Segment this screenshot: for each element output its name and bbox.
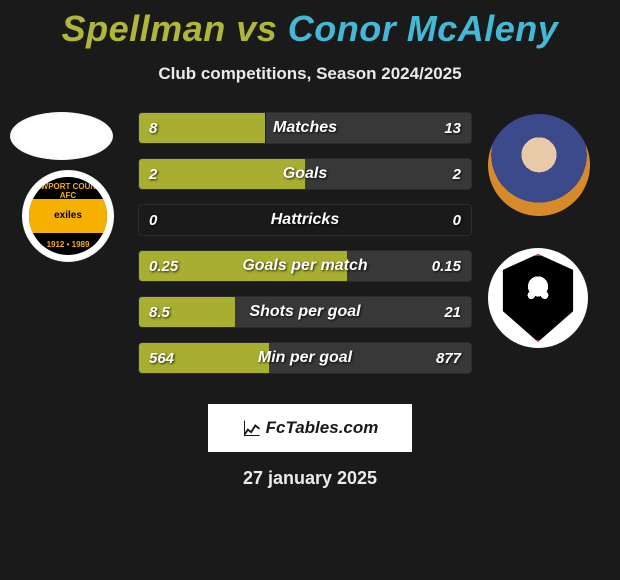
club1-band-text: exiles [29,199,107,233]
stat-value-left: 8 [149,113,157,143]
stat-value-left: 0 [149,205,157,235]
comparison-title: Spellman vs Conor McAleny [0,0,620,50]
club1-top-text: NEWPORT COUNTY AFC [29,182,107,200]
player2-club-badge [488,248,588,348]
player1-name: Spellman [62,8,226,49]
player1-avatar [10,112,113,160]
stat-value-left: 2 [149,159,157,189]
stat-row: Min per goal564 877 [138,342,472,374]
chart-icon [242,418,262,438]
stat-value-right: 2 [453,159,461,189]
stat-label: Hattricks [139,205,471,235]
stat-value-right: 0 [453,205,461,235]
stat-label: Matches [139,113,471,143]
stat-label: Goals per match [139,251,471,281]
stat-row: Goals2 2 [138,158,472,190]
logo-text: FcTables.com [266,418,379,438]
stat-row: Matches8 13 [138,112,472,144]
player1-club-badge: NEWPORT COUNTY AFC exiles 1912 • 1989 [22,170,114,262]
fctables-logo: FcTables.com [208,404,412,452]
stat-value-right: 21 [444,297,461,327]
player2-avatar [488,114,590,216]
stat-value-left: 564 [149,343,174,373]
stat-label: Min per goal [139,343,471,373]
stat-bars: Matches8 13 Goals2 2 Hattricks0 0 Goals per ma… [138,112,472,388]
vs-text: vs [236,8,277,49]
stat-value-right: 0.15 [432,251,461,281]
lion-icon [516,271,560,315]
stat-label: Goals [139,159,471,189]
subtitle: Club competitions, Season 2024/2025 [0,64,620,84]
stat-row: Shots per goal8.5 21 [138,296,472,328]
stat-row: Goals per match0.25 0.15 [138,250,472,282]
comparison-content: NEWPORT COUNTY AFC exiles 1912 • 1989 Ma… [0,112,620,392]
player2-name: Conor McAleny [288,8,559,49]
stat-value-left: 0.25 [149,251,178,281]
stat-value-left: 8.5 [149,297,170,327]
club1-bot-text: 1912 • 1989 [29,240,107,249]
stat-value-right: 13 [444,113,461,143]
stat-row: Hattricks0 0 [138,204,472,236]
date-text: 27 january 2025 [0,468,620,489]
stat-label: Shots per goal [139,297,471,327]
stat-value-right: 877 [436,343,461,373]
